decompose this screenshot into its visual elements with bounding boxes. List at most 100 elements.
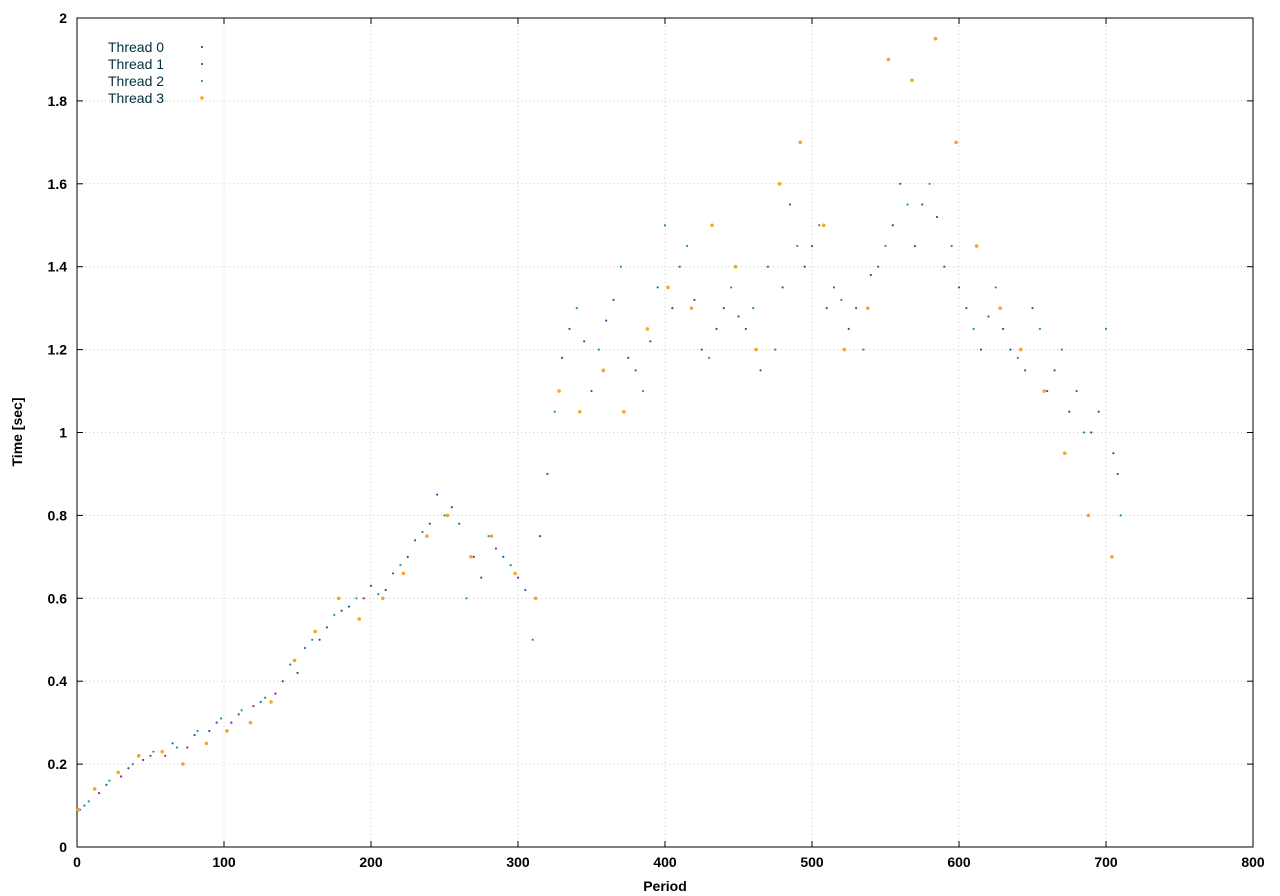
data-point — [1053, 369, 1056, 372]
data-point — [355, 597, 358, 600]
legend-entry-label: Thread 2 — [108, 73, 164, 89]
data-point — [237, 713, 240, 716]
data-point — [666, 285, 670, 290]
data-point — [1060, 348, 1063, 351]
data-point — [175, 746, 179, 749]
data-point — [87, 800, 90, 803]
data-point — [325, 626, 328, 629]
data-point — [803, 265, 806, 268]
data-point — [818, 224, 821, 227]
data-point — [759, 369, 762, 372]
data-point — [450, 506, 453, 509]
data-point — [605, 319, 608, 322]
data-point — [752, 307, 755, 310]
data-point — [215, 721, 218, 724]
data-point — [313, 629, 317, 634]
data-point — [842, 347, 847, 352]
data-point — [656, 286, 659, 289]
data-point — [877, 265, 880, 268]
x-tick-label: 0 — [73, 854, 81, 870]
data-point — [619, 265, 623, 268]
data-point — [92, 787, 97, 791]
data-point — [347, 605, 351, 608]
data-point — [1086, 513, 1091, 518]
data-point — [553, 410, 556, 413]
data-point — [428, 522, 431, 525]
y-tick-label: 0 — [59, 839, 67, 855]
data-point — [269, 700, 273, 704]
data-point — [225, 729, 229, 733]
data-point — [575, 307, 578, 310]
data-point — [516, 576, 520, 579]
data-point — [171, 742, 174, 745]
data-point — [502, 555, 505, 558]
data-point — [336, 596, 341, 601]
x-tick-label: 400 — [653, 854, 677, 870]
data-point — [303, 646, 306, 650]
data-point — [377, 593, 380, 596]
data-point — [832, 286, 836, 289]
data-point — [601, 368, 606, 373]
data-point — [634, 369, 637, 372]
y-tick-label: 0.2 — [48, 756, 68, 772]
data-point — [1082, 431, 1086, 434]
data-point — [641, 389, 645, 393]
data-point — [1112, 452, 1115, 455]
data-point — [965, 307, 968, 310]
data-point — [292, 658, 297, 663]
data-point — [810, 244, 814, 248]
legend-entry-label: Thread 3 — [108, 90, 164, 106]
x-tick-label: 300 — [506, 854, 530, 870]
data-point — [1104, 327, 1108, 330]
data-point — [796, 244, 799, 248]
data-point — [557, 389, 561, 393]
data-point — [1009, 348, 1012, 351]
data-point — [781, 286, 784, 289]
x-tick-label: 200 — [359, 854, 383, 870]
y-tick-label: 1.2 — [48, 342, 68, 358]
x-tick-label: 500 — [800, 854, 824, 870]
y-tick-label: 0.8 — [48, 507, 68, 523]
data-point — [230, 721, 233, 724]
data-point — [1119, 514, 1122, 517]
data-point — [1038, 327, 1041, 330]
data-point — [193, 733, 196, 737]
data-point — [274, 692, 277, 695]
data-point — [612, 298, 615, 301]
data-point — [480, 576, 483, 579]
data-point — [744, 327, 747, 330]
grid-lines — [77, 18, 1253, 847]
legend-entry-label: Thread 0 — [108, 39, 164, 55]
data-point — [252, 704, 255, 708]
x-tick-label: 700 — [1094, 854, 1118, 870]
data-point — [208, 729, 211, 733]
data-point — [204, 741, 209, 746]
data-point — [1031, 307, 1034, 310]
data-point — [1024, 369, 1027, 372]
data-point — [469, 555, 473, 559]
data-point — [533, 596, 538, 601]
legend-marker — [200, 45, 204, 49]
data-point — [774, 348, 777, 351]
data-point — [311, 638, 314, 641]
data-point — [1016, 356, 1019, 359]
data-point — [399, 564, 402, 567]
data-point — [798, 140, 803, 145]
y-tick-label: 1.6 — [48, 176, 68, 192]
data-point — [561, 356, 564, 359]
data-point — [160, 749, 165, 754]
data-point — [436, 493, 439, 496]
data-point — [494, 547, 498, 550]
data-point — [708, 356, 711, 359]
data-point — [722, 307, 725, 310]
data-point — [340, 609, 343, 612]
data-point — [546, 472, 549, 476]
y-axis-label: Time [sec] — [9, 398, 25, 467]
data-point — [509, 564, 512, 567]
x-axis-label: Period — [643, 878, 687, 894]
data-point — [164, 754, 167, 757]
data-point — [821, 223, 826, 228]
data-point — [987, 315, 990, 318]
data-point — [869, 273, 872, 277]
data-point — [219, 717, 223, 720]
